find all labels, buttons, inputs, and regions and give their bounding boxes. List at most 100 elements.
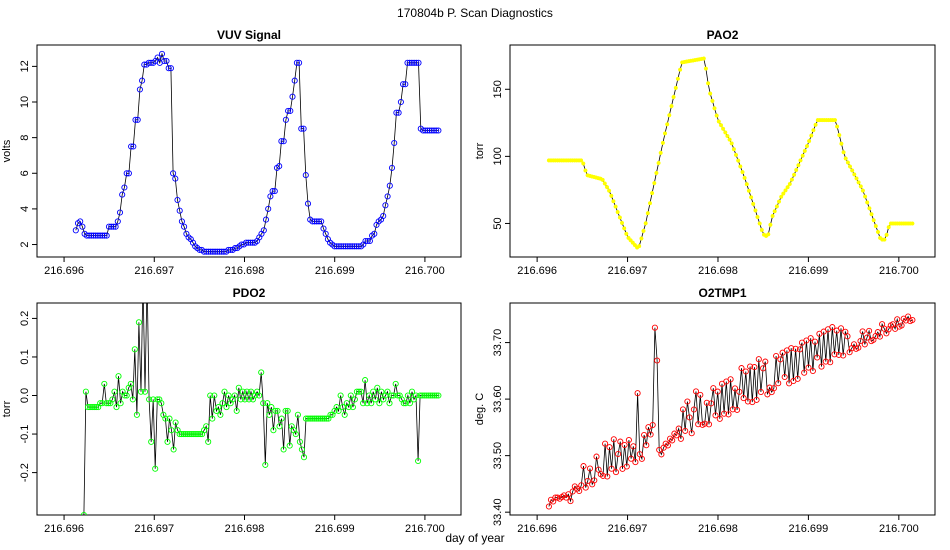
data-point <box>145 277 150 282</box>
data-point <box>97 400 104 407</box>
data-point <box>127 380 134 387</box>
y-tick-label: 10 <box>19 96 31 108</box>
data-point <box>725 411 732 418</box>
data-point <box>298 125 305 132</box>
data-point <box>859 328 866 335</box>
data-point <box>264 400 271 407</box>
data-point <box>772 209 777 214</box>
data-point <box>855 344 862 351</box>
data-point <box>331 243 338 250</box>
data-point <box>321 415 328 422</box>
data-point <box>382 202 389 209</box>
data-point <box>207 248 214 255</box>
chart-panel-3: PDO2 torr 216.696 216.697 216.698 216.699 216.… <box>1 277 462 535</box>
data-point <box>141 388 149 395</box>
data-point <box>807 139 812 144</box>
data-point <box>392 380 399 387</box>
data-point <box>721 410 728 417</box>
data-point <box>114 218 121 225</box>
data-point <box>600 177 605 182</box>
data-point <box>376 400 383 407</box>
data-point <box>651 324 658 331</box>
data-point <box>435 127 442 134</box>
data-point <box>875 229 881 235</box>
y-tick-label: 100 <box>492 147 504 165</box>
data-point <box>684 398 691 405</box>
data-point <box>714 388 721 395</box>
data-point <box>429 392 436 399</box>
data-point <box>760 365 767 372</box>
data-point <box>404 392 411 399</box>
data-point <box>852 172 857 177</box>
data-point <box>82 388 89 395</box>
data-point <box>315 218 323 225</box>
data-point <box>311 218 318 225</box>
data-point <box>164 438 171 445</box>
data-point <box>854 176 859 181</box>
data-point <box>602 440 609 447</box>
data-point <box>276 423 283 430</box>
data-point <box>787 181 792 187</box>
data-point <box>433 127 440 134</box>
data-point <box>845 160 850 165</box>
y-tick-label: 33.50 <box>492 442 504 470</box>
data-point <box>388 164 396 171</box>
data-point <box>130 143 137 150</box>
data-point <box>161 57 168 65</box>
data-point <box>650 191 655 196</box>
data-point <box>844 333 851 340</box>
data-point <box>727 376 734 383</box>
data-point <box>93 404 100 411</box>
data-point <box>677 435 684 442</box>
data-point <box>243 388 250 395</box>
data-point <box>269 188 276 195</box>
data-point <box>384 388 391 395</box>
data-point <box>665 122 670 127</box>
data-point <box>86 404 94 411</box>
data-point <box>671 94 676 100</box>
data-point <box>727 137 732 142</box>
data-point <box>370 388 377 395</box>
data-point <box>686 414 693 421</box>
data-point <box>394 392 401 399</box>
data-point <box>136 86 143 93</box>
data-point <box>163 57 170 65</box>
data-point <box>637 244 642 249</box>
data-point <box>302 172 309 179</box>
data-point <box>740 170 745 175</box>
data-point <box>386 400 393 407</box>
data-point <box>802 148 807 153</box>
data-point <box>304 200 312 207</box>
data-point <box>345 404 352 411</box>
x-tick-label: 216.698 <box>225 265 265 277</box>
data-point <box>278 415 285 422</box>
y-tick-label: 8 <box>19 135 31 141</box>
chart-panel-1: VUV Signal volts 216.696 216.697 216.698 216.… <box>1 28 462 277</box>
data-point <box>788 345 795 352</box>
x-tick-label: 216.697 <box>134 523 174 535</box>
data-point <box>809 133 814 138</box>
data-point <box>304 415 312 422</box>
data-point <box>353 243 360 250</box>
data-point <box>641 431 648 439</box>
data-point <box>801 369 808 376</box>
data-point <box>860 188 865 193</box>
data-point <box>94 232 101 239</box>
x-tick-label: 216.696 <box>44 265 84 277</box>
data-point <box>656 160 661 166</box>
data-point <box>757 388 764 396</box>
data-point <box>194 431 202 438</box>
data-point <box>302 415 310 422</box>
data-point <box>716 119 721 124</box>
data-point <box>766 232 771 237</box>
data-point <box>178 218 185 225</box>
data-point <box>184 431 191 438</box>
data-point <box>807 335 814 342</box>
data-point <box>612 469 620 476</box>
data-point <box>190 431 197 438</box>
data-point <box>342 243 349 250</box>
data-point <box>293 59 300 66</box>
data-point <box>296 438 303 445</box>
data-point <box>818 363 825 370</box>
data-point <box>723 130 728 135</box>
